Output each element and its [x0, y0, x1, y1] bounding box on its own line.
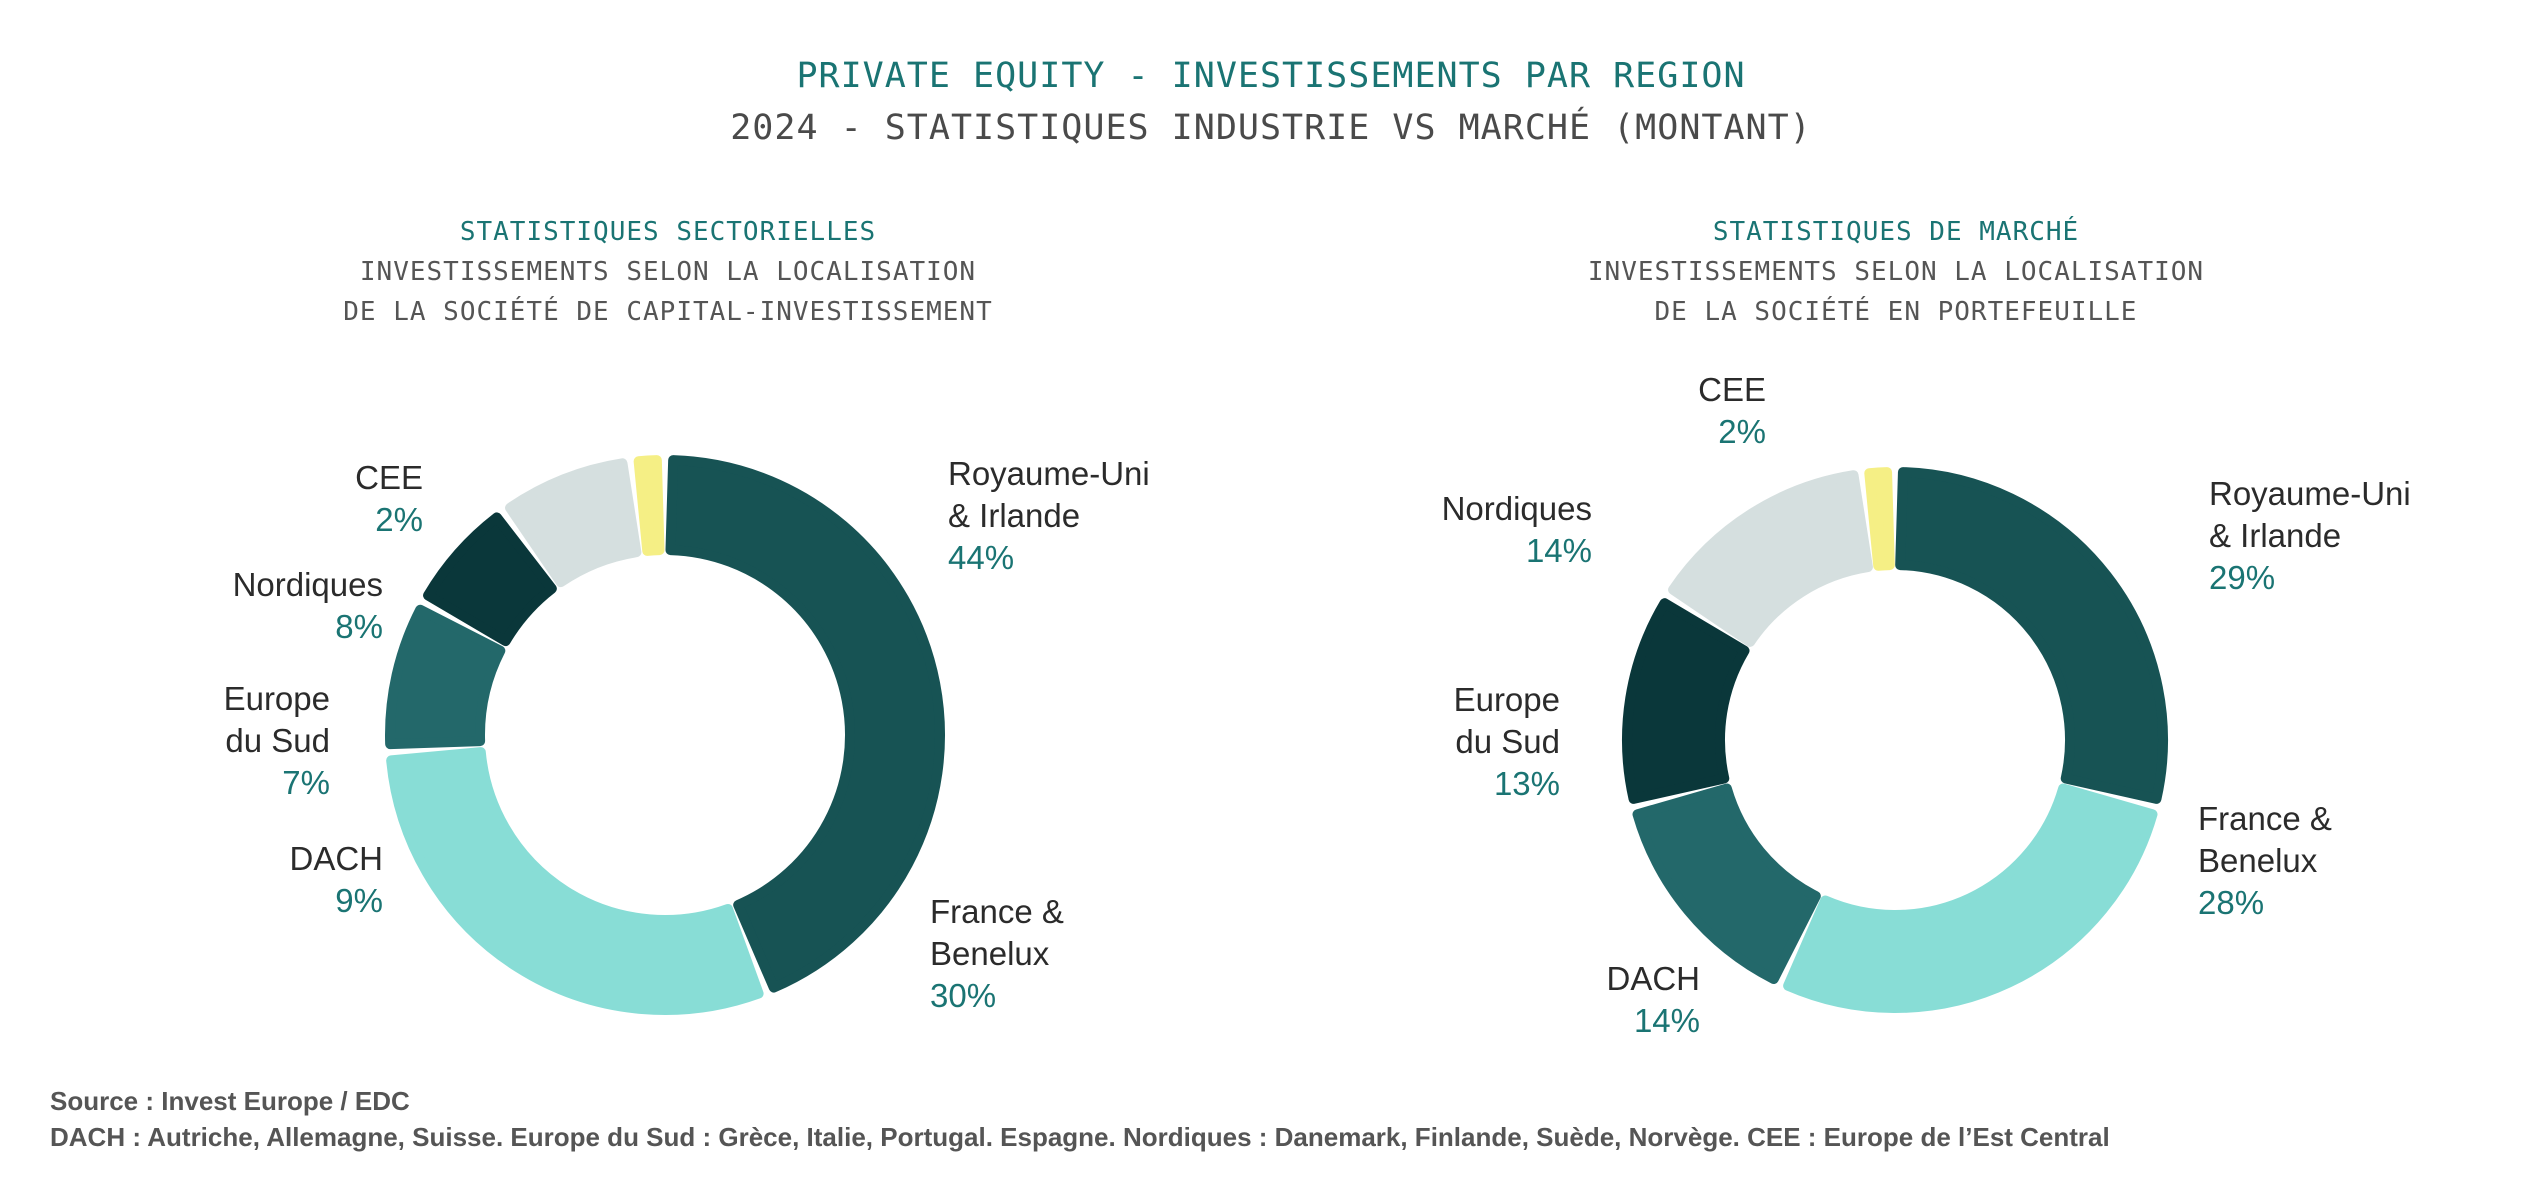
- right-label-royaume-uni-irlande: Royaume-Uni & Irlande 29%: [2209, 475, 2411, 596]
- left-label-name: Nordiques: [233, 566, 383, 603]
- right-label-name: & Irlande: [2209, 517, 2341, 554]
- left-label-name: du Sud: [225, 722, 330, 759]
- right-label-france-benelux: France & Benelux 28%: [2198, 800, 2332, 921]
- right-label-name: Nordiques: [1442, 490, 1592, 527]
- left-slice-europe-du-sud: [423, 512, 557, 647]
- right-label-name: France &: [2198, 800, 2332, 837]
- left-slice-cee: [633, 455, 665, 556]
- right-label-value: 13%: [1494, 765, 1560, 802]
- left-label-name: Europe: [224, 680, 330, 717]
- left-label-value: 9%: [335, 882, 383, 919]
- right-label-value: 29%: [2209, 559, 2275, 596]
- right-label-dach: DACH 14%: [1606, 960, 1700, 1039]
- footer-source: Source : Invest Europe / EDC: [50, 1086, 410, 1116]
- right-slice-france-benelux: [1783, 783, 2158, 1013]
- right-label-value: 2%: [1718, 413, 1766, 450]
- right-chart-subtitle-line-2: DE LA SOCIÉTÉ EN PORTEFEUILLE: [1654, 297, 2138, 327]
- left-label-value: 30%: [930, 977, 996, 1014]
- right-label-name: Europe: [1454, 681, 1560, 718]
- left-chart-title: STATISTIQUES SECTORIELLES: [459, 217, 877, 247]
- right-slice-europe-du-sud: [1622, 598, 1750, 804]
- right-label-name: Royaume-Uni: [2209, 475, 2411, 512]
- left-label-dach: DACH 9%: [289, 840, 383, 919]
- left-label-name: Benelux: [930, 935, 1050, 972]
- right-slice-royaume-uni-irlande: [1895, 467, 2168, 804]
- left-chart-heading: STATISTIQUES SECTORIELLES INVESTISSEMENT…: [218, 212, 1118, 332]
- left-label-nordiques: Nordiques 8%: [233, 566, 383, 645]
- left-donut-chart: Royaume-Uni & Irlande 44% France & Benelux 30…: [224, 455, 1150, 1015]
- right-label-nordiques: Nordiques 14%: [1442, 490, 1592, 569]
- left-label-europe-du-sud: Europe du Sud 7%: [224, 680, 330, 801]
- right-chart-title: STATISTIQUES DE MARCHÉ: [1712, 217, 2080, 247]
- left-chart-subtitle-line-1: INVESTISSEMENTS SELON LA LOCALISATION: [359, 257, 977, 287]
- right-slice-dach: [1632, 783, 1821, 985]
- left-label-value: 44%: [948, 539, 1014, 576]
- left-chart-subtitle-line-2: DE LA SOCIÉTÉ DE CAPITAL-INVESTISSEMENT: [343, 297, 993, 327]
- right-chart-heading: STATISTIQUES DE MARCHÉ INVESTISSEMENTS S…: [1446, 212, 2346, 332]
- left-label-name: Royaume-Uni: [948, 455, 1150, 492]
- left-slice-nordiques: [505, 458, 642, 588]
- right-label-name: Benelux: [2198, 842, 2318, 879]
- chart-header: PRIVATE EQUITY - INVESTISSEMENTS PAR REG…: [0, 50, 2542, 154]
- right-label-cee: CEE 2%: [1698, 371, 1766, 450]
- right-label-value: 14%: [1634, 1002, 1700, 1039]
- footer: Source : Invest Europe / EDC DACH : Autr…: [50, 1083, 2110, 1155]
- right-label-europe-du-sud: Europe du Sud 13%: [1454, 681, 1560, 802]
- right-label-name: CEE: [1698, 371, 1766, 408]
- left-label-value: 8%: [335, 608, 383, 645]
- left-label-name: & Irlande: [948, 497, 1080, 534]
- left-label-name: France &: [930, 893, 1064, 930]
- right-label-name: du Sud: [1455, 723, 1560, 760]
- left-slice-royaume-uni-irlande: [665, 455, 945, 993]
- left-label-value: 7%: [282, 764, 330, 801]
- right-label-name: DACH: [1606, 960, 1700, 997]
- right-slice-nordiques: [1668, 470, 1873, 647]
- footer-note: DACH : Autriche, Allemagne, Suisse. Euro…: [50, 1122, 2110, 1152]
- left-label-france-benelux: France & Benelux 30%: [930, 893, 1064, 1014]
- left-slice-france-benelux: [386, 747, 764, 1015]
- left-label-value: 2%: [375, 501, 423, 538]
- right-label-value: 28%: [2198, 884, 2264, 921]
- main-title: PRIVATE EQUITY - INVESTISSEMENTS PAR REG…: [796, 56, 1746, 96]
- left-label-royaume-uni-irlande: Royaume-Uni & Irlande 44%: [948, 455, 1150, 576]
- main-subtitle: 2024 - STATISTIQUES INDUSTRIE VS MARCHÉ …: [730, 108, 1812, 148]
- right-chart-subtitle-line-1: INVESTISSEMENTS SELON LA LOCALISATION: [1587, 257, 2205, 287]
- left-label-name: CEE: [355, 459, 423, 496]
- left-label-cee: CEE 2%: [355, 459, 423, 538]
- left-slice-dach: [385, 604, 506, 750]
- left-label-name: DACH: [289, 840, 383, 877]
- right-slice-cee: [1864, 467, 1895, 571]
- right-label-value: 14%: [1526, 532, 1592, 569]
